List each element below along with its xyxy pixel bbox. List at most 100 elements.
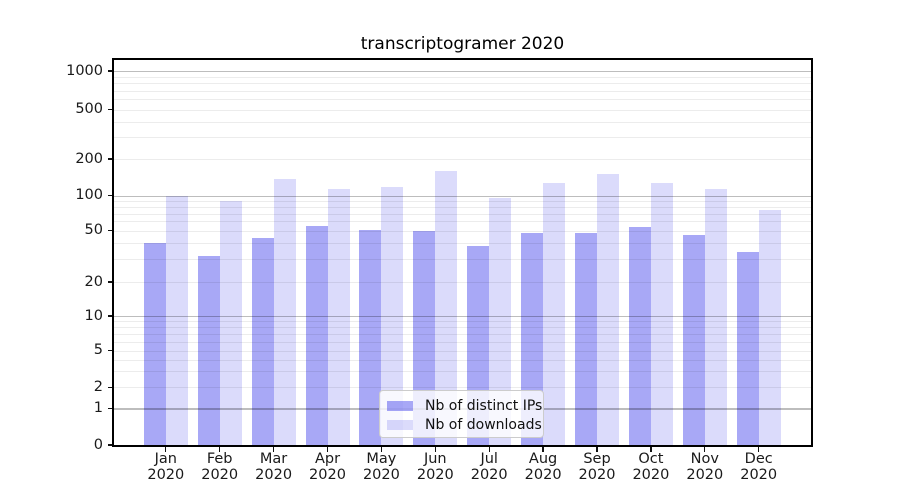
y-tick-mark xyxy=(108,230,114,232)
gridline-major xyxy=(114,195,811,197)
y-tick-mark xyxy=(108,386,114,388)
x-axis-tick-label: Aug 2020 xyxy=(511,451,575,483)
bar-downloads xyxy=(219,201,242,445)
x-tick-month: Aug xyxy=(528,451,558,467)
x-tick-year: 2020 xyxy=(201,466,239,483)
bar-downloads xyxy=(543,183,566,445)
x-axis-tick-label: Oct 2020 xyxy=(619,451,683,483)
x-axis-tick-label: Dec 2020 xyxy=(727,451,791,483)
gridline-minor xyxy=(114,76,811,78)
y-axis-tick-label: 10 xyxy=(84,307,103,324)
x-tick-month: Sep xyxy=(583,451,611,467)
bar-downloads xyxy=(704,189,727,445)
gridline-minor xyxy=(114,90,811,92)
gridline-minor xyxy=(114,387,811,389)
gridline-minor xyxy=(114,159,811,160)
x-axis-tick-label: Apr 2020 xyxy=(296,451,360,483)
x-tick-month: Jan xyxy=(154,451,177,467)
legend-item-distinct-ips: Nb of distinct IPs xyxy=(380,396,543,416)
y-tick-mark xyxy=(108,70,114,72)
x-axis-tick-label: Feb 2020 xyxy=(188,451,252,483)
x-tick-year: 2020 xyxy=(740,466,778,483)
x-tick-mark xyxy=(434,447,436,452)
bar-distinct-ips xyxy=(197,255,220,445)
bar-downloads xyxy=(165,195,188,445)
bar-distinct-ips xyxy=(575,232,597,445)
gridline-minor xyxy=(114,109,811,111)
plot-area xyxy=(114,60,811,445)
y-axis-tick-label: 0 xyxy=(93,436,103,453)
chart-title: transcriptogramer 2020 xyxy=(360,34,565,54)
bar-distinct-ips xyxy=(143,243,166,445)
y-tick-mark xyxy=(108,281,114,283)
y-axis-tick-label: 2 xyxy=(93,378,103,395)
x-tick-month: Jul xyxy=(480,451,498,467)
y-axis-tick-label: 500 xyxy=(75,101,103,117)
x-tick-mark xyxy=(596,447,598,452)
y-axis-tick-label: 100 xyxy=(75,187,103,204)
gridline-minor xyxy=(114,230,811,232)
x-tick-month: Jun xyxy=(423,451,447,467)
x-tick-month: May xyxy=(366,451,397,467)
x-tick-mark xyxy=(650,447,652,452)
x-tick-month: Feb xyxy=(206,451,233,467)
y-tick-mark xyxy=(108,407,114,409)
gridline-major xyxy=(114,71,811,73)
bar-distinct-ips xyxy=(682,235,705,445)
gridline-minor xyxy=(114,371,811,373)
gridline-minor xyxy=(114,137,811,139)
x-tick-year: 2020 xyxy=(147,466,185,483)
x-tick-year: 2020 xyxy=(686,466,724,483)
bar-downloads xyxy=(489,197,512,445)
legend-swatch-downloads xyxy=(387,420,413,431)
x-tick-year: 2020 xyxy=(309,466,346,483)
x-axis-tick-label: Jan 2020 xyxy=(134,451,198,483)
x-tick-month: Dec xyxy=(744,451,773,467)
gridline-minor xyxy=(114,206,811,208)
bar-downloads xyxy=(435,171,458,445)
bar-downloads xyxy=(327,189,350,445)
gridline-minor xyxy=(114,259,811,261)
x-tick-mark xyxy=(704,447,706,452)
x-axis-tick-label: Sep 2020 xyxy=(565,451,629,483)
gridline-minor xyxy=(114,341,811,343)
bar-distinct-ips xyxy=(628,226,651,445)
gridline-minor xyxy=(114,221,811,223)
x-tick-mark xyxy=(542,447,544,452)
x-tick-year: 2020 xyxy=(632,466,670,483)
x-tick-mark xyxy=(758,447,760,452)
legend-label-downloads: Nb of downloads xyxy=(425,417,542,434)
gridline-minor xyxy=(114,359,811,361)
x-tick-year: 2020 xyxy=(362,466,400,483)
x-tick-year: 2020 xyxy=(255,466,293,483)
y-axis-tick-label: 1 xyxy=(93,399,103,416)
x-tick-mark xyxy=(272,447,275,452)
y-tick-mark xyxy=(108,315,114,317)
legend-label-distinct-ips: Nb of distinct IPs xyxy=(425,397,543,414)
x-tick-mark xyxy=(219,447,221,452)
y-tick-mark xyxy=(108,158,114,160)
x-tick-mark xyxy=(380,447,383,452)
gridline-minor xyxy=(114,99,811,101)
y-tick-mark xyxy=(108,444,114,446)
x-tick-year: 2020 xyxy=(524,466,562,483)
gridline-minor xyxy=(114,83,811,85)
gridline-minor xyxy=(114,243,811,245)
bar-distinct-ips xyxy=(736,252,759,445)
x-tick-year: 2020 xyxy=(470,466,508,483)
x-tick-year: 2020 xyxy=(416,466,454,483)
gridline-minor xyxy=(114,321,811,323)
legend-item-downloads: Nb of downloads xyxy=(380,416,543,436)
x-tick-month: Oct xyxy=(638,451,664,467)
gridline-major xyxy=(114,316,811,318)
x-tick-month: Nov xyxy=(690,451,719,467)
gridline-minor xyxy=(114,350,811,352)
gridline-minor xyxy=(114,213,811,215)
y-tick-mark xyxy=(108,108,114,111)
x-axis-tick-label: Mar 2020 xyxy=(242,451,306,483)
legend: Nb of distinct IPs Nb of downloads xyxy=(379,390,544,438)
y-axis-tick-label: 1000 xyxy=(66,62,103,79)
x-axis-tick-label: Jul 2020 xyxy=(457,451,521,483)
x-tick-mark xyxy=(326,447,329,452)
